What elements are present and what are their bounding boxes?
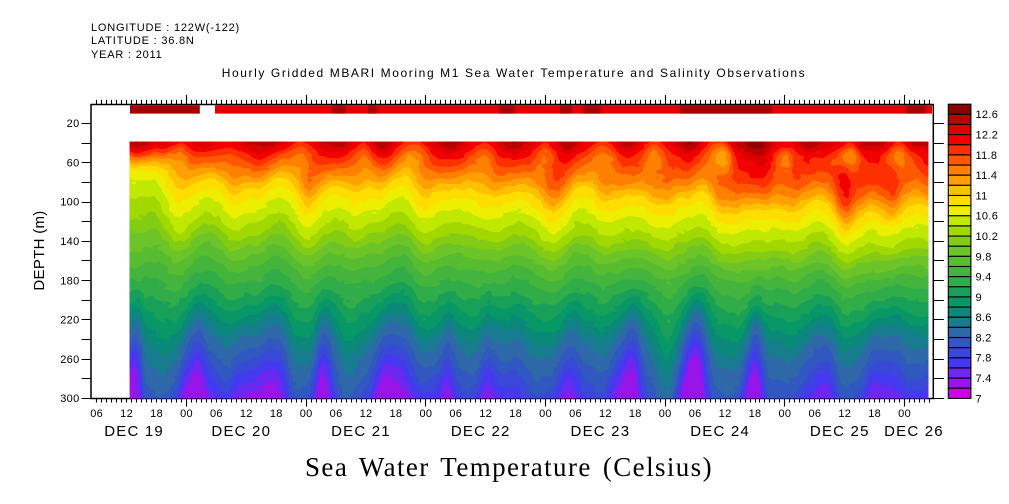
svg-text:06: 06 — [90, 408, 103, 420]
svg-text:DEC 23: DEC 23 — [571, 423, 631, 440]
svg-text:06: 06 — [808, 408, 821, 420]
svg-text:18: 18 — [509, 408, 522, 420]
svg-text:18: 18 — [868, 408, 881, 420]
svg-text:06: 06 — [569, 408, 582, 420]
svg-text:140: 140 — [60, 236, 79, 248]
svg-text:7.4: 7.4 — [976, 373, 992, 385]
svg-text:20: 20 — [67, 118, 80, 130]
svg-text:DEC 22: DEC 22 — [451, 423, 511, 440]
svg-text:10.6: 10.6 — [976, 211, 999, 223]
svg-text:DEC 21: DEC 21 — [331, 423, 391, 440]
svg-text:10.2: 10.2 — [976, 231, 999, 243]
svg-text:12: 12 — [479, 408, 492, 420]
svg-text:DEC 24: DEC 24 — [690, 423, 750, 440]
svg-text:06: 06 — [210, 408, 223, 420]
svg-text:18: 18 — [629, 408, 642, 420]
svg-text:8.6: 8.6 — [976, 312, 992, 324]
svg-text:260: 260 — [60, 354, 79, 366]
svg-text:9: 9 — [976, 292, 982, 304]
svg-text:06: 06 — [449, 408, 462, 420]
svg-text:18: 18 — [150, 408, 163, 420]
svg-text:180: 180 — [60, 275, 79, 287]
svg-text:300: 300 — [60, 393, 79, 405]
svg-text:DEC 20: DEC 20 — [211, 423, 271, 440]
svg-text:00: 00 — [659, 408, 672, 420]
svg-text:00: 00 — [778, 408, 791, 420]
svg-text:DEPTH (m): DEPTH (m) — [31, 210, 48, 290]
svg-text:DEC 26: DEC 26 — [884, 423, 944, 440]
svg-text:11: 11 — [976, 190, 988, 202]
svg-text:12: 12 — [240, 408, 253, 420]
svg-text:7.8: 7.8 — [976, 353, 992, 365]
svg-text:12.6: 12.6 — [976, 109, 999, 121]
svg-text:220: 220 — [60, 315, 79, 327]
svg-text:00: 00 — [180, 408, 193, 420]
svg-text:60: 60 — [67, 157, 80, 169]
svg-text:9.8: 9.8 — [976, 251, 992, 263]
svg-text:12: 12 — [838, 408, 851, 420]
svg-text:12.2: 12.2 — [976, 130, 999, 142]
svg-text:12: 12 — [360, 408, 373, 420]
svg-text:12: 12 — [719, 408, 732, 420]
svg-text:00: 00 — [419, 408, 432, 420]
svg-text:18: 18 — [389, 408, 402, 420]
svg-text:00: 00 — [898, 408, 911, 420]
svg-text:00: 00 — [300, 408, 313, 420]
svg-text:06: 06 — [330, 408, 343, 420]
svg-text:9.4: 9.4 — [976, 272, 992, 284]
svg-text:00: 00 — [539, 408, 552, 420]
svg-text:18: 18 — [749, 408, 762, 420]
svg-text:8.2: 8.2 — [976, 332, 992, 344]
svg-text:18: 18 — [270, 408, 283, 420]
svg-text:06: 06 — [689, 408, 702, 420]
svg-text:11.4: 11.4 — [976, 170, 998, 182]
svg-text:7: 7 — [976, 393, 982, 405]
svg-text:DEC 25: DEC 25 — [810, 423, 870, 440]
svg-text:11.8: 11.8 — [976, 150, 998, 162]
svg-text:12: 12 — [599, 408, 612, 420]
svg-text:12: 12 — [120, 408, 133, 420]
svg-text:DEC 19: DEC 19 — [104, 423, 164, 440]
svg-text:100: 100 — [60, 197, 79, 209]
